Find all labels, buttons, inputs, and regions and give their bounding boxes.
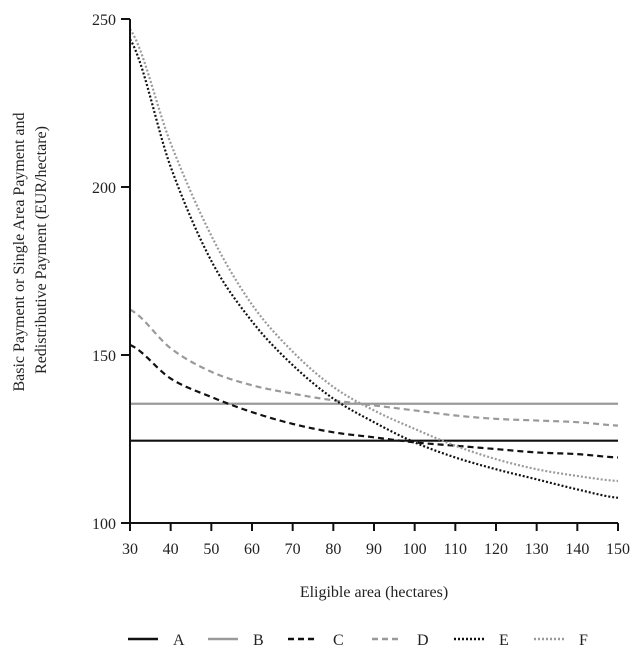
series-line-f xyxy=(129,28,619,483)
x-tick-label: 80 xyxy=(325,541,341,558)
y-tick-label: 150 xyxy=(92,348,116,365)
legend-label-d: D xyxy=(417,632,429,649)
x-tick-label: 150 xyxy=(606,541,630,558)
x-tick-label: 60 xyxy=(244,541,260,558)
axes: 100 150 200 250 30 40 50 60 70 80 90 100 110 120 130 14… xyxy=(92,12,630,558)
y-tick-label: 100 xyxy=(92,516,116,533)
legend-label-a: A xyxy=(173,632,185,649)
x-axis-title: Eligible area (hectares) xyxy=(300,584,448,601)
series-line-d xyxy=(129,308,619,427)
x-tick-label: 30 xyxy=(122,541,138,558)
x-tick-label: 50 xyxy=(203,541,219,558)
x-tick-label: 90 xyxy=(366,541,382,558)
series-line-e xyxy=(129,38,619,499)
y-axis-title: Basic Payment or Single Area Payment and… xyxy=(11,108,50,391)
plot-area xyxy=(129,28,619,499)
series-line-c xyxy=(129,343,619,459)
y-axis-title-line-1: Basic Payment or Single Area Payment and xyxy=(11,112,28,391)
legend: A B C D E F xyxy=(128,632,588,649)
x-tick-label: 120 xyxy=(484,541,508,558)
x-tick-label: 40 xyxy=(163,541,179,558)
legend-label-f: F xyxy=(579,632,588,649)
x-tick-label: 100 xyxy=(403,541,427,558)
legend-label-c: C xyxy=(333,632,344,649)
legend-label-e: E xyxy=(499,632,509,649)
legend-label-b: B xyxy=(253,632,264,649)
y-tick-label: 250 xyxy=(92,12,116,29)
y-tick-label: 200 xyxy=(92,180,116,197)
x-tick-label: 70 xyxy=(285,541,301,558)
y-axis-title-line-2: Redistributive Payment (EUR/hectare) xyxy=(33,126,50,374)
x-tick-label: 140 xyxy=(565,541,589,558)
x-tick-label: 110 xyxy=(444,541,467,558)
x-tick-label: 130 xyxy=(525,541,549,558)
